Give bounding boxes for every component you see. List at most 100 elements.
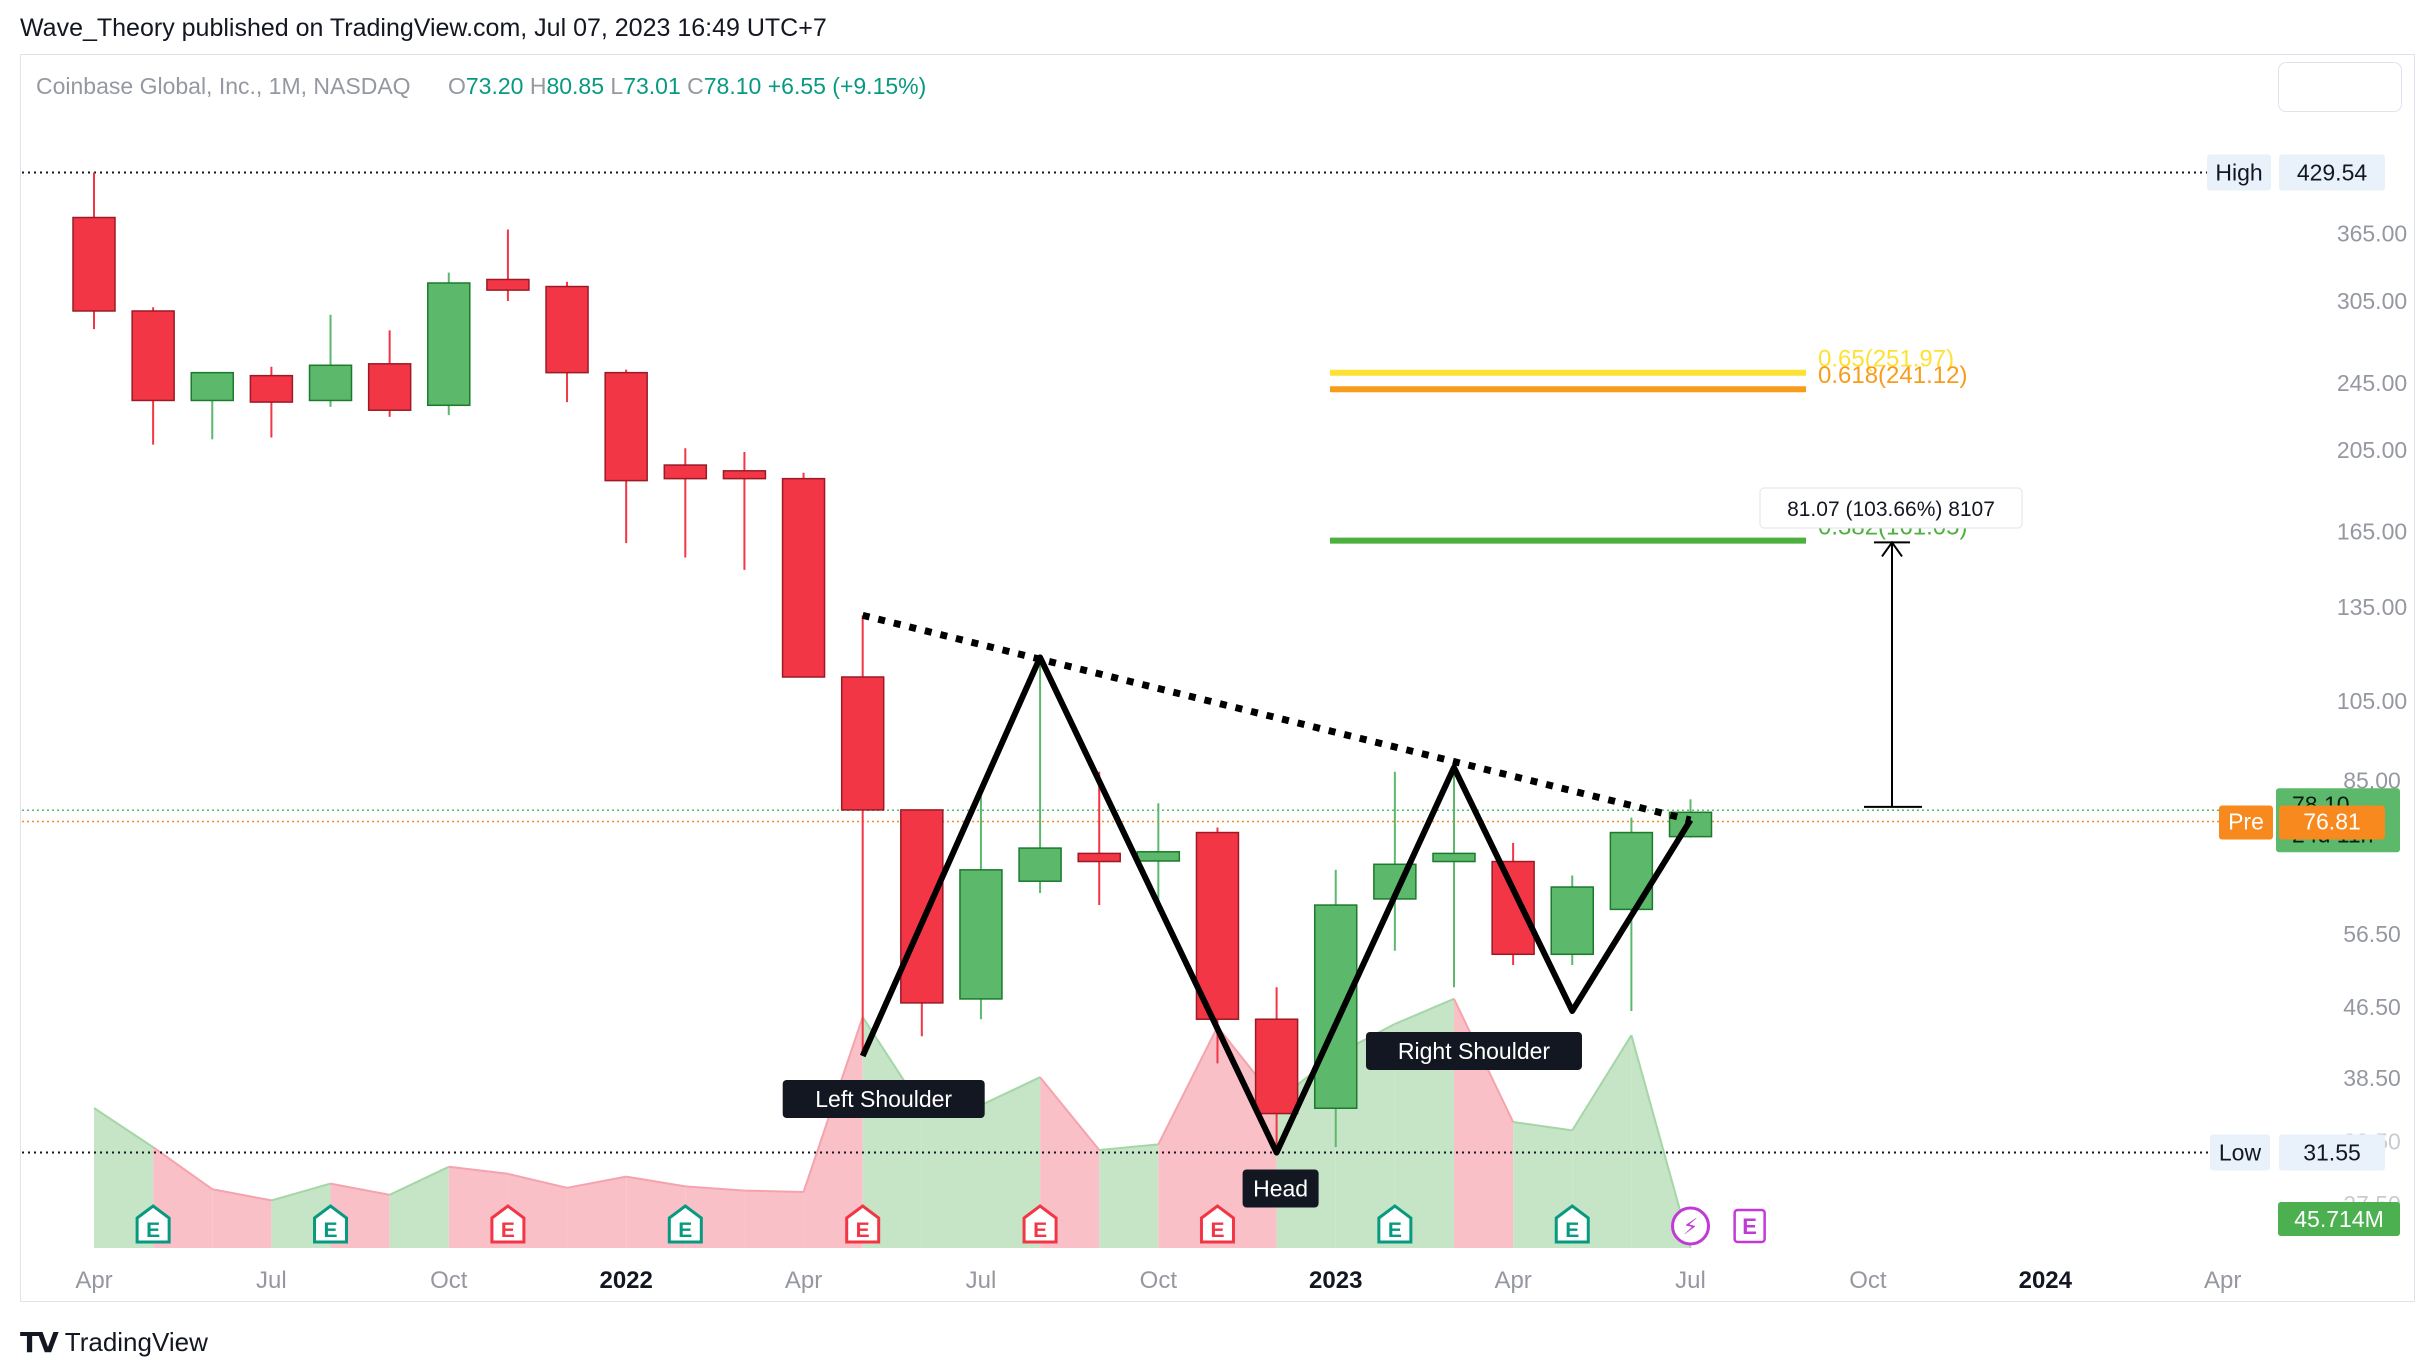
volume-segment xyxy=(980,1077,1041,1248)
volume-segment xyxy=(1158,1026,1218,1248)
volume-edge xyxy=(1099,1143,1159,1151)
time-axis: Apr Jul Oct 2022 Apr Jul Oct 2023 Apr Jul Oct 2024 A… xyxy=(75,1267,2241,1294)
symbol-legend: Coinbase Global, Inc., 1M, NASDAQ O73.20… xyxy=(36,73,926,99)
volume-edge xyxy=(1571,1034,1633,1131)
footer-brand-label: TradingView xyxy=(64,1327,208,1357)
volume-edge xyxy=(1039,1076,1100,1151)
volume-segment xyxy=(803,1017,863,1248)
x-tick-label: Apr xyxy=(2204,1267,2241,1294)
earnings-marker-label: E xyxy=(146,1219,160,1242)
earnings-marker-icon xyxy=(1554,1204,1590,1244)
earnings-marker-icon xyxy=(667,1204,703,1244)
candle-body xyxy=(1313,904,1358,1109)
volume-value: 45.714M xyxy=(2294,1206,2384,1232)
volume-segment xyxy=(1040,1077,1100,1248)
volume-edge xyxy=(271,1182,331,1202)
pattern-label: Left Shoulder xyxy=(815,1086,952,1112)
x-tick-label: Oct xyxy=(1140,1267,1178,1294)
high-value-label: 429.54 xyxy=(2297,160,2368,186)
candle-body xyxy=(722,470,767,480)
candle-body xyxy=(1550,886,1594,956)
pre-value-bg xyxy=(2279,805,2385,840)
x-tick-label: Apr xyxy=(1494,1267,1531,1294)
volume-edge xyxy=(1512,1121,1573,1132)
candles xyxy=(72,172,1713,1153)
candle-body xyxy=(959,869,1003,1000)
legend-symbol: Coinbase Global, Inc., 1M, NASDAQ xyxy=(36,73,411,99)
volume-edge xyxy=(626,1175,686,1188)
low-tag-label: Low xyxy=(2219,1140,2262,1166)
y-tick-label: 205.00 xyxy=(2337,437,2407,463)
candle-body xyxy=(663,464,708,480)
earnings-marker-label: E xyxy=(324,1219,338,1242)
low-tag-bg xyxy=(2210,1134,2270,1171)
volume-edge xyxy=(152,1146,213,1191)
volume-segment xyxy=(744,1190,804,1248)
split-marker-label: ⚡ xyxy=(1683,1214,1698,1239)
volume-edge xyxy=(1394,997,1455,1025)
earnings-marker-icon xyxy=(1199,1204,1235,1244)
candle-body xyxy=(1136,851,1181,862)
low-value-bg xyxy=(2279,1134,2385,1171)
earnings-marker-label: E xyxy=(1033,1219,1047,1242)
fib-label-0.618: 0.618(241.12) xyxy=(1818,362,1967,389)
x-tick-label: Jul xyxy=(1675,1267,1706,1294)
candle-body xyxy=(367,363,412,411)
earnings-markers: E E E E E E E E E ⚡ E xyxy=(135,1204,1766,1246)
volume-edge xyxy=(507,1172,568,1189)
price-axis: 365.00 305.00 245.00 205.00 165.00 135.00 105.… xyxy=(2207,154,2407,1236)
volume-tag xyxy=(2278,1202,2400,1236)
volume-segment xyxy=(1572,1035,1632,1248)
neckline xyxy=(861,611,1692,824)
pattern-label: Head xyxy=(1253,1176,1308,1202)
candle-body xyxy=(308,364,353,402)
pattern-label-bg xyxy=(1242,1169,1319,1208)
earnings-marker-icon xyxy=(490,1204,526,1244)
measure-tool: 81.07 (103.66%) 8107 xyxy=(1759,487,2023,808)
volume-edge xyxy=(93,1107,154,1149)
pre-tag-bg xyxy=(2219,805,2273,840)
x-tick-label: 2022 xyxy=(599,1267,652,1294)
candle-body xyxy=(1432,852,1476,863)
candle-body xyxy=(1077,852,1121,863)
candle-body xyxy=(1195,831,1240,1020)
chart-options-button[interactable] xyxy=(2278,62,2402,112)
volume-segment xyxy=(1099,1144,1159,1248)
measure-label: 81.07 (103.66%) 8107 xyxy=(1787,498,1995,521)
volume-segment xyxy=(921,1105,981,1248)
x-tick-label: Apr xyxy=(785,1267,822,1294)
pre-value-label: 76.81 xyxy=(2303,809,2361,835)
chart-frame xyxy=(20,54,2415,1302)
x-tick-label: Jul xyxy=(966,1267,997,1294)
candle-body xyxy=(1254,1018,1299,1115)
measure-box xyxy=(1759,487,2023,529)
pattern-label: Right Shoulder xyxy=(1398,1038,1550,1064)
x-tick-label: Apr xyxy=(75,1267,112,1294)
earnings-marker-label: E xyxy=(1742,1214,1757,1239)
earnings-marker-label: E xyxy=(1565,1219,1579,1242)
earnings-marker-icon xyxy=(1377,1204,1413,1244)
fib-label-0.65: 0.65(251.97) xyxy=(1818,346,1954,373)
candle-body xyxy=(427,282,471,407)
earnings-marker-label: E xyxy=(501,1219,515,1242)
candle-body xyxy=(72,216,116,312)
candle-body xyxy=(545,285,589,374)
volume-edge xyxy=(448,1165,509,1175)
head-shoulders-pattern: Left Shoulder Head Right Shoulder xyxy=(782,611,1694,1208)
candle-body xyxy=(900,809,944,1004)
candle-body xyxy=(190,371,235,402)
earnings-marker-label: E xyxy=(678,1219,692,1242)
earnings-marker-icon xyxy=(1022,1204,1058,1244)
candle-body xyxy=(249,374,294,403)
y-tick-label: 38.50 xyxy=(2343,1065,2401,1091)
earnings-marker-future-icon xyxy=(1733,1208,1766,1244)
high-tag-bg xyxy=(2207,154,2271,191)
earnings-marker-label: E xyxy=(1210,1219,1224,1242)
volume-edge xyxy=(212,1188,272,1202)
volume-segment xyxy=(862,1017,922,1248)
high-value-bg xyxy=(2279,154,2385,191)
pattern-label-bg xyxy=(1365,1031,1582,1070)
volume-edge xyxy=(1157,1026,1219,1145)
low-value-label: 31.55 xyxy=(2303,1140,2361,1166)
